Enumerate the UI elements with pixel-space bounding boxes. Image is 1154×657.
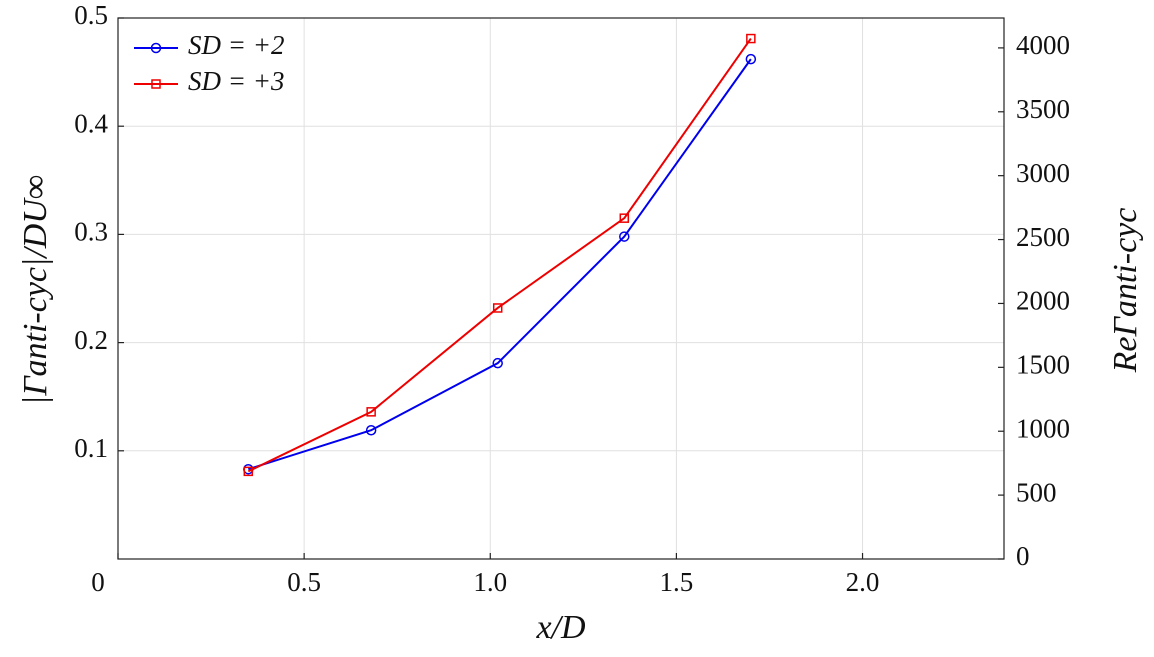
y-tick-label: 0.4 xyxy=(74,108,108,138)
y2-tick-label: 500 xyxy=(1016,477,1057,507)
plot-frame xyxy=(117,17,1005,560)
y2-tick-label: 3000 xyxy=(1016,158,1070,188)
legend-marker xyxy=(150,42,162,54)
x-axis-label: x/D xyxy=(535,609,586,646)
y-tick-label: 0.3 xyxy=(74,217,108,247)
y-tick-label: 0.5 xyxy=(74,0,108,30)
marker xyxy=(366,407,376,417)
y2-tick-label: 0 xyxy=(1016,541,1030,571)
x-tick-label: 2.0 xyxy=(846,567,880,597)
y2-tick-label: 3500 xyxy=(1016,94,1070,124)
series-line xyxy=(247,58,752,471)
marker xyxy=(746,33,756,44)
y-tick-label: 0.2 xyxy=(74,325,108,355)
legend-label: SD = +3 xyxy=(188,66,284,96)
marker xyxy=(745,53,757,65)
series-line xyxy=(247,37,752,473)
marker xyxy=(619,231,630,242)
legend-box xyxy=(123,23,303,107)
y2-tick-label: 2000 xyxy=(1016,286,1070,316)
legend-marker xyxy=(151,79,161,89)
y2-tick-label: 1000 xyxy=(1016,413,1070,443)
x-tick-label: 0 xyxy=(91,567,105,597)
marker xyxy=(243,466,254,477)
marker xyxy=(619,213,630,223)
y2-axis-label: ReΓanti-cyc xyxy=(1107,208,1144,374)
y2-tick-label: 2500 xyxy=(1016,222,1070,252)
marker xyxy=(492,303,503,313)
y-axis-label: |Γanti-cyc|/DU∞ xyxy=(17,175,54,405)
x-tick-label: 1.5 xyxy=(660,567,694,597)
marker xyxy=(365,424,377,436)
x-tick-label: 0.5 xyxy=(287,567,321,597)
y2-tick-label: 1500 xyxy=(1016,350,1070,380)
marker xyxy=(492,357,503,369)
legend-label: SD = +2 xyxy=(188,30,284,60)
y2-tick-label: 4000 xyxy=(1016,30,1070,60)
x-tick-label: 1.0 xyxy=(473,567,507,597)
y-tick-label: 0.1 xyxy=(74,433,108,463)
